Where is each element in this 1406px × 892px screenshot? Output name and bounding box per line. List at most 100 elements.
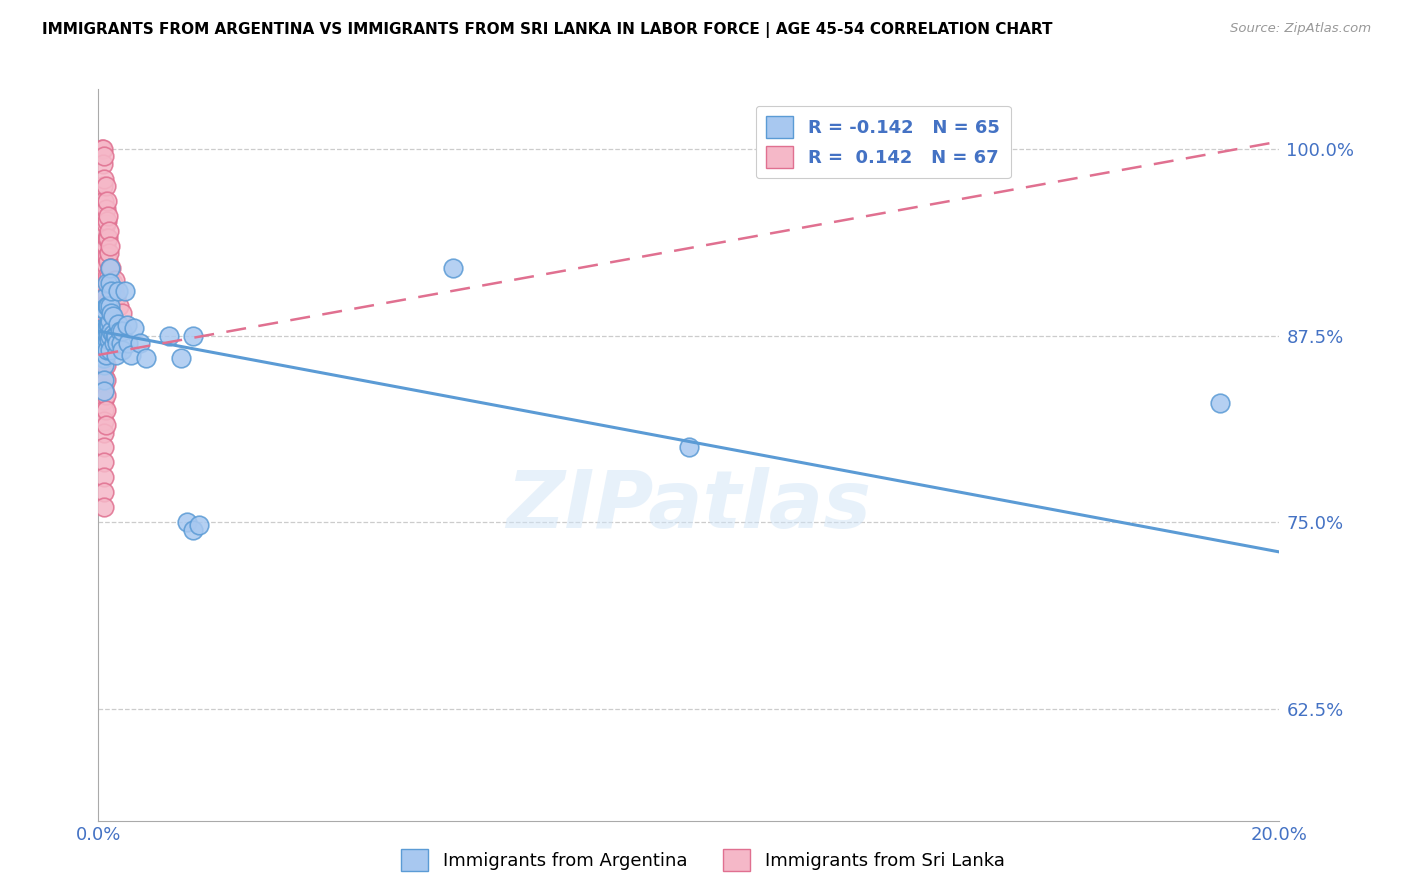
Point	[98, 268, 121, 283]
Point	[104, 328, 127, 343]
Point	[110, 335, 132, 350]
Point	[108, 299, 131, 313]
Point	[128, 335, 150, 350]
Point	[98, 261, 121, 276]
Point	[93, 299, 115, 313]
Point	[135, 351, 157, 365]
Point	[98, 328, 121, 343]
Point	[93, 348, 115, 362]
Point	[93, 301, 115, 316]
Point	[93, 291, 115, 305]
Point	[98, 239, 121, 253]
Point	[94, 388, 117, 402]
Point	[98, 224, 121, 238]
Point	[98, 246, 121, 260]
Point	[94, 179, 117, 194]
Point	[94, 273, 117, 287]
Point	[93, 321, 115, 335]
Point	[93, 328, 115, 343]
Point	[94, 217, 117, 231]
Point	[93, 149, 115, 163]
Point	[96, 194, 118, 209]
Point	[93, 335, 115, 350]
Point	[105, 335, 128, 350]
Point	[97, 299, 120, 313]
Legend: R = -0.142   N = 65, R =  0.142   N = 67: R = -0.142 N = 65, R = 0.142 N = 67	[755, 105, 1011, 178]
Text: IMMIGRANTS FROM ARGENTINA VS IMMIGRANTS FROM SRI LANKA IN LABOR FORCE | AGE 45-5: IMMIGRANTS FROM ARGENTINA VS IMMIGRANTS …	[42, 22, 1053, 38]
Point	[91, 301, 114, 316]
Point	[93, 441, 115, 455]
Point	[94, 258, 117, 272]
Point	[93, 277, 115, 291]
Point	[100, 306, 122, 320]
Point	[96, 268, 118, 283]
Point	[93, 351, 115, 365]
Point	[100, 261, 122, 276]
Point	[96, 231, 118, 245]
Point	[94, 239, 117, 253]
Point	[93, 246, 115, 260]
Point	[93, 368, 115, 383]
Point	[93, 224, 115, 238]
Point	[96, 213, 118, 227]
Point	[678, 441, 700, 455]
Point	[96, 333, 118, 347]
Point	[93, 339, 115, 353]
Point	[176, 515, 198, 529]
Point	[107, 317, 129, 331]
Point	[98, 333, 121, 347]
Point	[97, 253, 120, 268]
Point	[93, 194, 115, 209]
Point	[98, 299, 121, 313]
Point	[96, 288, 118, 302]
Point	[115, 318, 138, 332]
Point	[97, 328, 120, 343]
Point	[93, 470, 115, 484]
Point	[105, 348, 128, 362]
Point	[91, 179, 114, 194]
Point	[94, 343, 117, 358]
Point	[94, 291, 117, 305]
Point	[91, 321, 114, 335]
Point	[100, 324, 122, 338]
Point	[105, 328, 128, 343]
Point	[94, 348, 117, 362]
Point	[91, 157, 114, 171]
Point	[97, 231, 120, 245]
Point	[93, 381, 115, 395]
Point	[91, 351, 114, 365]
Point	[94, 321, 117, 335]
Point	[96, 249, 118, 263]
Point	[108, 324, 131, 338]
Point	[94, 403, 117, 417]
Point	[93, 261, 115, 276]
Point	[97, 318, 120, 332]
Point	[93, 425, 115, 440]
Point	[94, 309, 117, 323]
Point	[93, 209, 115, 223]
Point	[103, 284, 125, 298]
Point	[93, 414, 115, 428]
Point	[111, 324, 134, 338]
Point	[93, 485, 115, 500]
Point	[94, 373, 117, 387]
Point	[93, 359, 115, 373]
Point	[98, 318, 121, 332]
Point	[94, 202, 117, 216]
Point	[114, 284, 136, 298]
Point	[94, 328, 117, 343]
Point	[93, 500, 115, 515]
Point	[96, 277, 118, 291]
Point	[100, 284, 122, 298]
Point	[93, 359, 115, 373]
Point	[97, 209, 120, 223]
Point	[91, 335, 114, 350]
Point	[93, 455, 115, 469]
Point	[181, 328, 204, 343]
Point	[1209, 395, 1232, 409]
Text: ZIPatlas: ZIPatlas	[506, 467, 872, 545]
Point	[93, 373, 115, 387]
Point	[94, 418, 117, 433]
Point	[101, 277, 124, 291]
Point	[101, 326, 124, 341]
